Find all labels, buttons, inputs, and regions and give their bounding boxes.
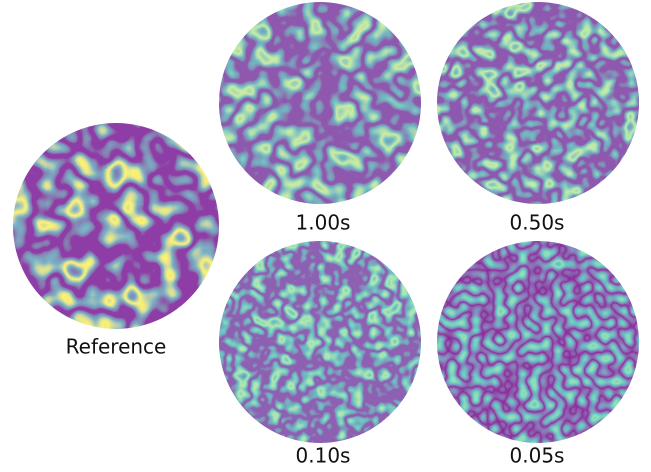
panel-label: 0.50s xyxy=(510,211,565,235)
result-image xyxy=(219,2,421,204)
reference-image xyxy=(13,123,219,329)
page: {"panels": [{"label": "Reference"}, {"la… xyxy=(0,0,651,472)
panel-label: 0.05s xyxy=(510,444,565,468)
panel-label: 0.10s xyxy=(296,444,351,468)
result-image xyxy=(437,2,639,204)
result-image xyxy=(437,241,639,443)
panel-label: Reference xyxy=(66,335,167,359)
result-image xyxy=(219,241,421,443)
figure: Reference 1.00s 0.50s 0.10s 0.05s xyxy=(0,0,651,472)
panel-label: 1.00s xyxy=(296,211,351,235)
